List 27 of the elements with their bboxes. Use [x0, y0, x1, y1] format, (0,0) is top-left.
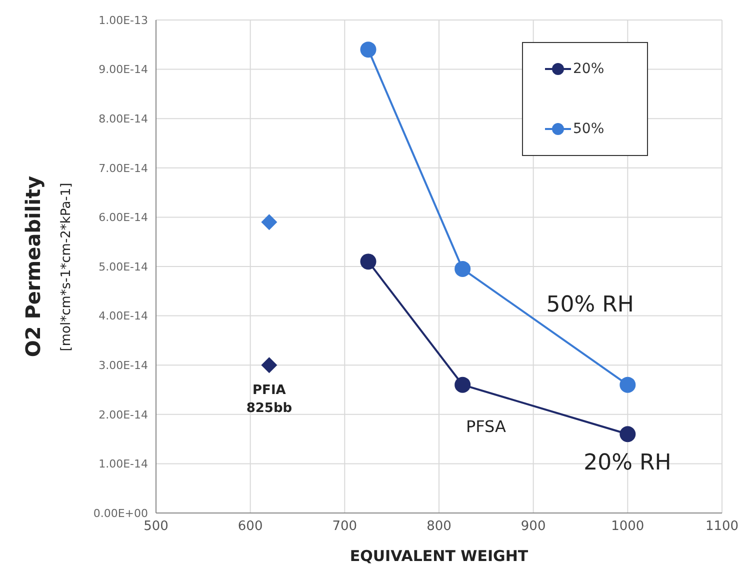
- x-tick-label: 700: [332, 519, 358, 534]
- x-tick-label: 900: [520, 519, 546, 534]
- legend-label: 50%: [573, 121, 604, 137]
- legend-label: 20%: [573, 61, 604, 77]
- y-tick-label: 9.00E-14: [98, 63, 148, 76]
- y-tick-label: 2.00E-14: [98, 408, 148, 422]
- y-axis-title: O2 Permeability: [21, 176, 45, 358]
- y-tick-label: 3.00E-14: [98, 359, 148, 372]
- x-tick-label: 800: [426, 519, 452, 534]
- annotation: PFIA 825bb: [246, 381, 292, 418]
- x-tick-label: 600: [238, 519, 263, 534]
- y-tick-label: 6.00E-14: [98, 211, 148, 224]
- x-tick-label: 1000: [611, 519, 644, 534]
- x-tick-label: 1100: [705, 519, 739, 534]
- annotation: 20% RH: [584, 449, 672, 478]
- y-tick-label: 1.00E-13: [98, 14, 148, 27]
- text: [mol*cm*s-1*cm-2*kPa-1]: [57, 182, 74, 351]
- y-tick-label: 7.00E-14: [98, 162, 148, 175]
- annotation: 50% RH: [546, 292, 634, 320]
- annotation: PFSA: [466, 416, 506, 438]
- y-tick-label: 8.00E-14: [98, 112, 148, 126]
- y-tick-label: 5.00E-14: [98, 260, 148, 274]
- x-tick-label: 500: [144, 519, 168, 534]
- y-tick-label: 1.00E-14: [98, 458, 148, 471]
- y-tick-label: 0.00E+00: [93, 506, 148, 520]
- y-tick-label: 4.00E-14: [98, 310, 148, 323]
- x-axis-title: EQUIVALENT WEIGHT: [350, 547, 529, 565]
